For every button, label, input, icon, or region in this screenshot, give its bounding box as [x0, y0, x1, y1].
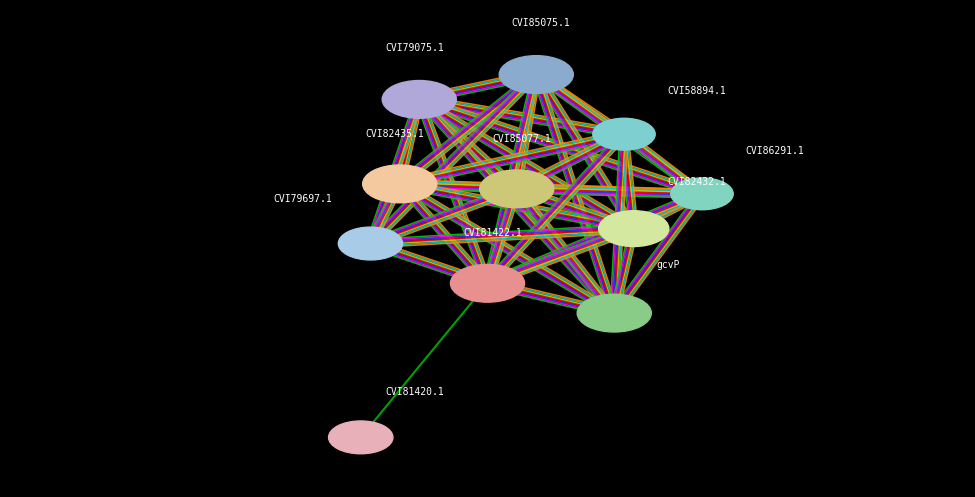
Circle shape	[382, 81, 456, 118]
Text: CVI79075.1: CVI79075.1	[385, 43, 444, 53]
Circle shape	[363, 165, 437, 203]
Circle shape	[338, 227, 403, 260]
Text: CVI79697.1: CVI79697.1	[273, 194, 332, 204]
Circle shape	[499, 56, 573, 93]
Text: gcvP: gcvP	[656, 260, 680, 270]
Text: CVI58894.1: CVI58894.1	[668, 86, 726, 96]
Text: CVI86291.1: CVI86291.1	[746, 146, 804, 156]
Circle shape	[599, 211, 669, 247]
Circle shape	[480, 170, 554, 208]
Circle shape	[671, 178, 733, 210]
Circle shape	[329, 421, 393, 454]
Circle shape	[450, 264, 525, 302]
Text: CVI85075.1: CVI85075.1	[512, 18, 570, 28]
Text: CVI81420.1: CVI81420.1	[385, 387, 444, 397]
Circle shape	[577, 294, 651, 332]
Text: CVI82435.1: CVI82435.1	[366, 129, 424, 139]
Text: CVI85077.1: CVI85077.1	[492, 134, 551, 144]
Text: CVI81422.1: CVI81422.1	[463, 228, 522, 238]
Text: CVI82432.1: CVI82432.1	[668, 177, 726, 187]
Circle shape	[593, 118, 655, 150]
